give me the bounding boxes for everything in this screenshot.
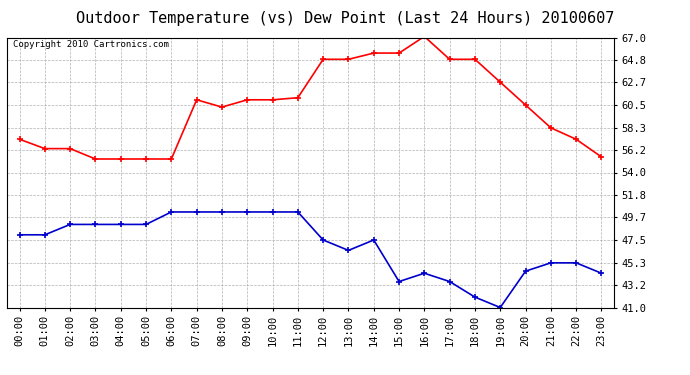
- Text: Outdoor Temperature (vs) Dew Point (Last 24 Hours) 20100607: Outdoor Temperature (vs) Dew Point (Last…: [76, 11, 614, 26]
- Text: Copyright 2010 Cartronics.com: Copyright 2010 Cartronics.com: [13, 40, 169, 49]
